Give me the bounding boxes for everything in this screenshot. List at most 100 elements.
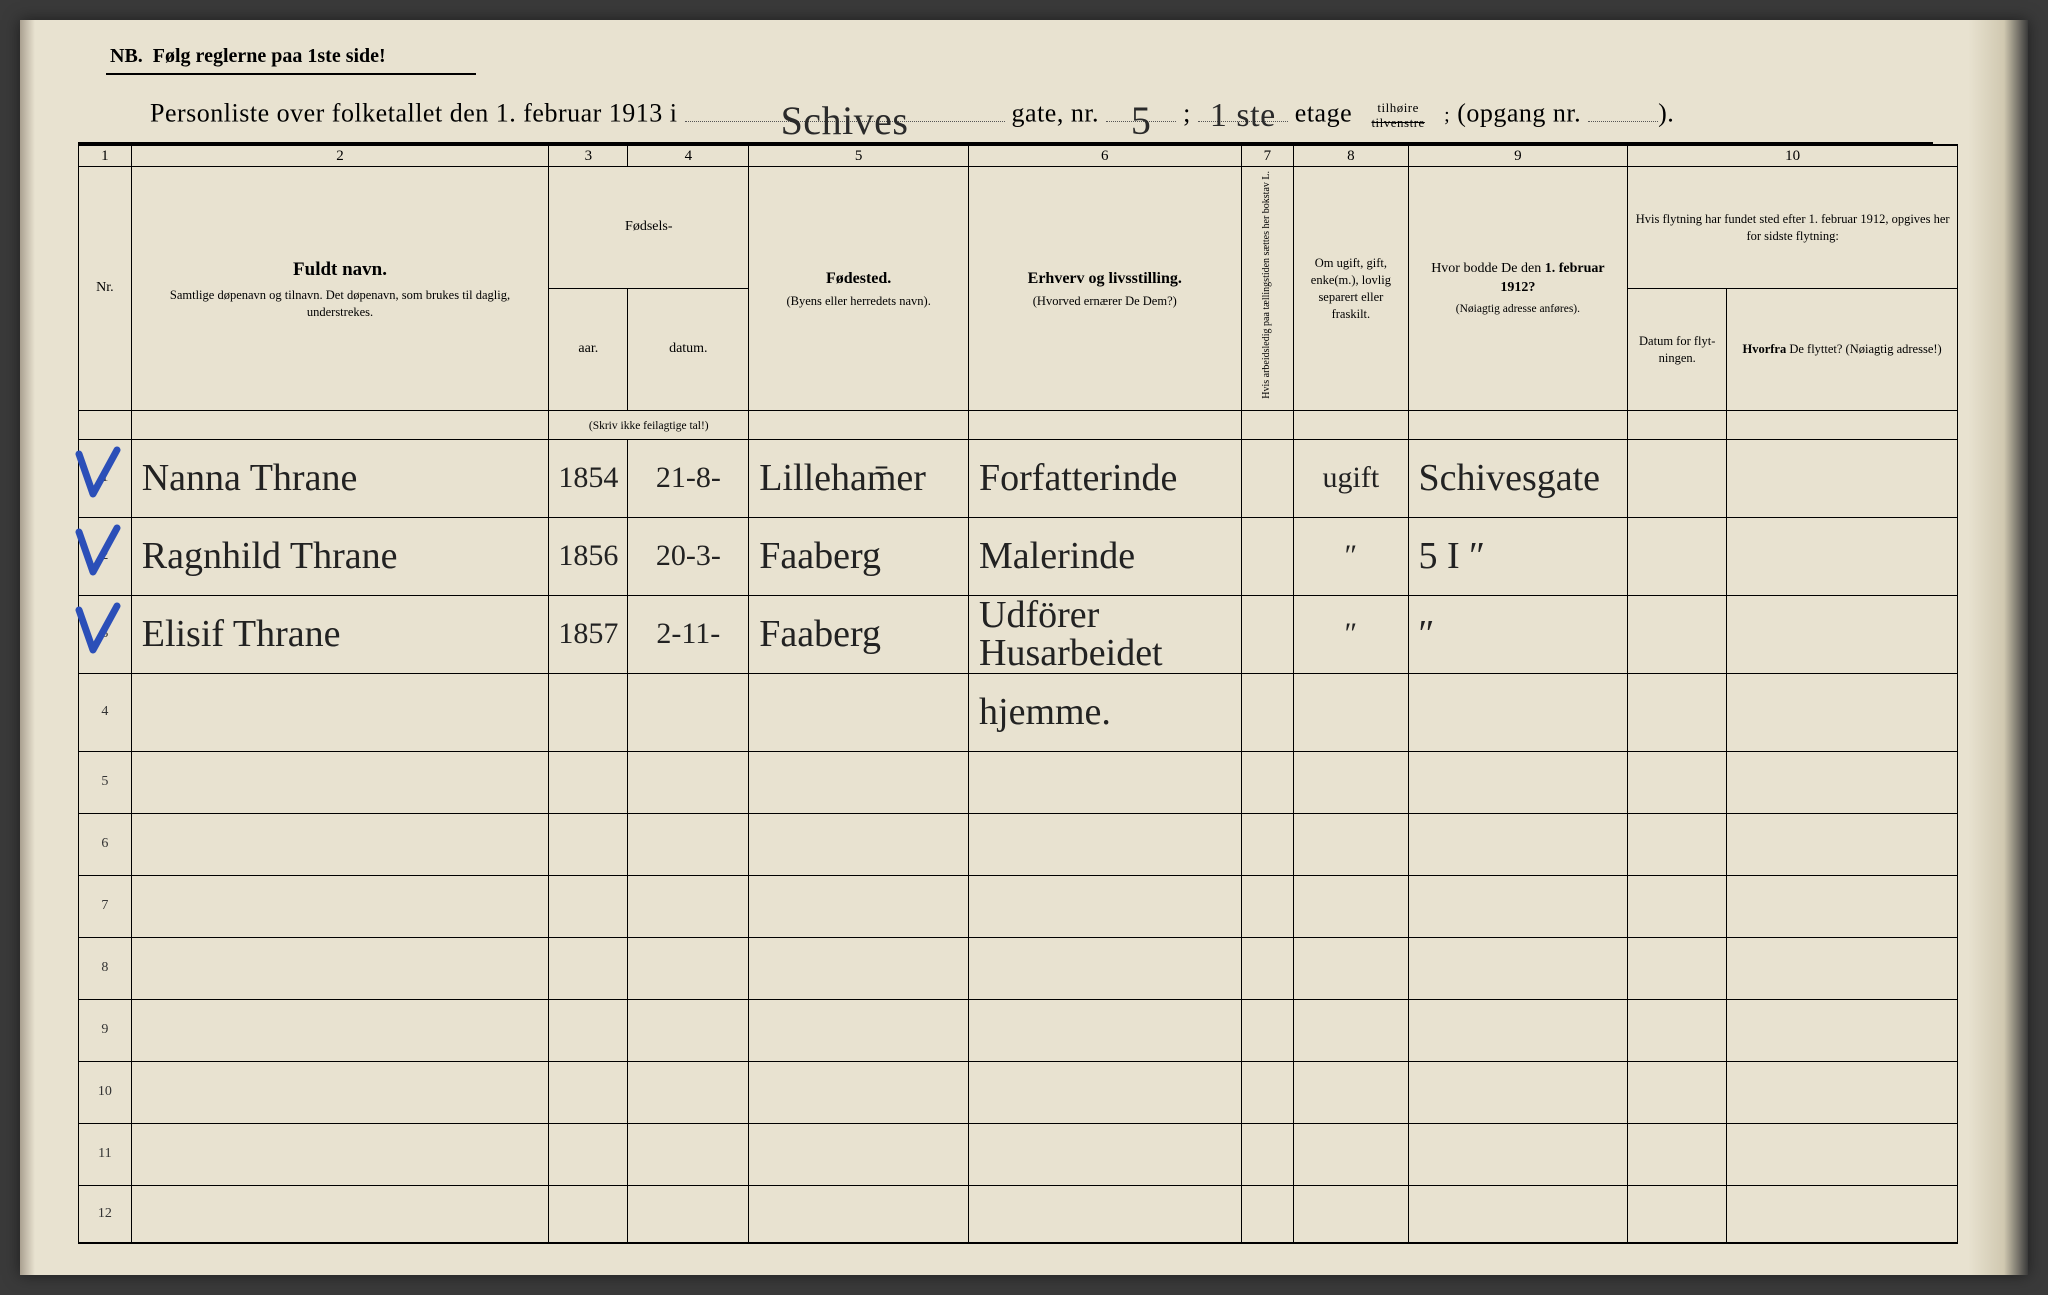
cell-year bbox=[549, 813, 628, 875]
opgang-field bbox=[1588, 93, 1658, 122]
cell-addr bbox=[1408, 751, 1628, 813]
handwritten-marital: ugift bbox=[1294, 463, 1407, 493]
gate-label: gate, nr. bbox=[1012, 99, 1100, 128]
semicolon: ; bbox=[1183, 99, 1191, 128]
cell-place: Faaberg bbox=[749, 595, 969, 673]
cell-place: Lilleham̄er bbox=[749, 439, 969, 517]
side-bottom: tilvenstre bbox=[1359, 116, 1437, 130]
cell-occ bbox=[969, 875, 1242, 937]
handwritten-addr: 5 I ″ bbox=[1409, 537, 1628, 575]
cell-name bbox=[131, 999, 549, 1061]
cell-name bbox=[131, 1061, 549, 1123]
cell-name bbox=[131, 937, 549, 999]
cell-marital: ugift bbox=[1294, 439, 1408, 517]
cell-occ bbox=[969, 1061, 1242, 1123]
cell-place bbox=[749, 999, 969, 1061]
cell-addr bbox=[1408, 1123, 1628, 1185]
cell-addr bbox=[1408, 673, 1628, 751]
cell-marital bbox=[1294, 673, 1408, 751]
table-row: 6 bbox=[79, 813, 1958, 875]
hdr-bodde: Hvor bodde De den 1. februar 1912? (Nøia… bbox=[1408, 167, 1628, 411]
cell-year bbox=[549, 875, 628, 937]
table-row: 7 bbox=[79, 875, 1958, 937]
cell-marital: ″ bbox=[1294, 517, 1408, 595]
row-nr: 5 bbox=[79, 751, 132, 813]
cell-year bbox=[549, 1123, 628, 1185]
hdr-ugift-text: Om ugift, gift, enke(m.), lovlig separer… bbox=[1300, 255, 1401, 323]
street-field: Schives bbox=[685, 93, 1005, 122]
header-row-1: Nr. Fuldt navn. Samtlige døpenavn og til… bbox=[79, 167, 1958, 289]
cell-year: 1854 bbox=[549, 439, 628, 517]
cell-name bbox=[131, 1123, 549, 1185]
hdr-fodested-main: Fødested. bbox=[755, 268, 962, 290]
cell-occ: Udförer Husarbeidet bbox=[969, 595, 1242, 673]
cell-occ bbox=[969, 751, 1242, 813]
cell-date bbox=[628, 1185, 749, 1243]
cell-name bbox=[131, 813, 549, 875]
hdr-flytning-a: Datum for flyt-ningen. bbox=[1628, 289, 1727, 411]
etage-field: 1 ste bbox=[1198, 93, 1288, 122]
hdr-fodsels: Fødsels- bbox=[549, 167, 749, 289]
table-row: 2Ragnhild Thrane185620-3-FaabergMalerind… bbox=[79, 517, 1958, 595]
handwritten-date: 2-11- bbox=[628, 619, 748, 649]
cell-name bbox=[131, 875, 549, 937]
cell-flyt-from bbox=[1727, 751, 1958, 813]
hdr-name-main: Fuldt navn. bbox=[138, 257, 543, 283]
blue-checkmark-icon bbox=[73, 524, 123, 584]
blue-checkmark-icon bbox=[73, 602, 123, 662]
colnum-1: 1 bbox=[79, 145, 132, 167]
cell-addr bbox=[1408, 875, 1628, 937]
nb-heading: NB. Følg reglerne paa 1ste side! bbox=[110, 45, 1988, 68]
cell-place bbox=[749, 1185, 969, 1243]
cell-name bbox=[131, 673, 549, 751]
cell-flyt-from bbox=[1727, 595, 1958, 673]
cell-flyt-date bbox=[1628, 999, 1727, 1061]
cell-occ bbox=[969, 1123, 1242, 1185]
handwritten-occ: Forfatterinde bbox=[969, 459, 1241, 497]
colnum-8: 8 bbox=[1294, 145, 1408, 167]
title-pre-street: Personliste over folketallet den 1. febr… bbox=[150, 99, 678, 128]
cell-marital bbox=[1294, 875, 1408, 937]
cell-flyt-from bbox=[1727, 439, 1958, 517]
cell-marital bbox=[1294, 1061, 1408, 1123]
cell-place bbox=[749, 1061, 969, 1123]
row-nr: 2 bbox=[79, 517, 132, 595]
cell-occ bbox=[969, 1185, 1242, 1243]
cell-flyt-date bbox=[1628, 1185, 1727, 1243]
cell-flyt-from bbox=[1727, 673, 1958, 751]
cell-place: Faaberg bbox=[749, 517, 969, 595]
hdr-flytning-top: Hvis flytning har fundet sted efter 1. f… bbox=[1628, 167, 1958, 289]
row-nr: 1 bbox=[79, 439, 132, 517]
cell-addr bbox=[1408, 937, 1628, 999]
cell-name bbox=[131, 751, 549, 813]
cell-addr: 5 I ″ bbox=[1408, 517, 1628, 595]
cell-addr bbox=[1408, 1061, 1628, 1123]
cell-flyt-from bbox=[1727, 999, 1958, 1061]
hdr-ugift: Om ugift, gift, enke(m.), lovlig separer… bbox=[1294, 167, 1408, 411]
hdr-fodested-sub: (Byens eller herredets navn). bbox=[755, 293, 962, 310]
cell-place bbox=[749, 937, 969, 999]
street-handwritten: Schives bbox=[685, 97, 1005, 125]
cell-date: 21-8- bbox=[628, 439, 749, 517]
handwritten-marital: ″ bbox=[1294, 541, 1407, 571]
census-table: 1 2 3 4 5 6 7 8 9 10 Nr. Fuldt navn. Sam… bbox=[78, 144, 1958, 1244]
colnum-2: 2 bbox=[131, 145, 549, 167]
cell-marital bbox=[1294, 937, 1408, 999]
cell-year bbox=[549, 1061, 628, 1123]
colnum-3: 3 bbox=[549, 145, 628, 167]
cell-date: 20-3- bbox=[628, 517, 749, 595]
cell-name: Nanna Thrane bbox=[131, 439, 549, 517]
cell-flyt-from bbox=[1727, 1061, 1958, 1123]
cell-flyt-date bbox=[1628, 517, 1727, 595]
handwritten-name: Ragnhild Thrane bbox=[132, 537, 549, 575]
hdr-erhverv-sub: (Hvorved ernærer De Dem?) bbox=[975, 293, 1235, 310]
cell-col7 bbox=[1241, 673, 1294, 751]
cell-flyt-from bbox=[1727, 1185, 1958, 1243]
etage-label: etage bbox=[1295, 99, 1352, 128]
handwritten-year: 1854 bbox=[549, 463, 627, 493]
row-nr: 3 bbox=[79, 595, 132, 673]
cell-flyt-from bbox=[1727, 875, 1958, 937]
hdr-aar-text: aar. bbox=[578, 341, 598, 356]
handwritten-date: 20-3- bbox=[628, 541, 748, 571]
cell-year bbox=[549, 673, 628, 751]
